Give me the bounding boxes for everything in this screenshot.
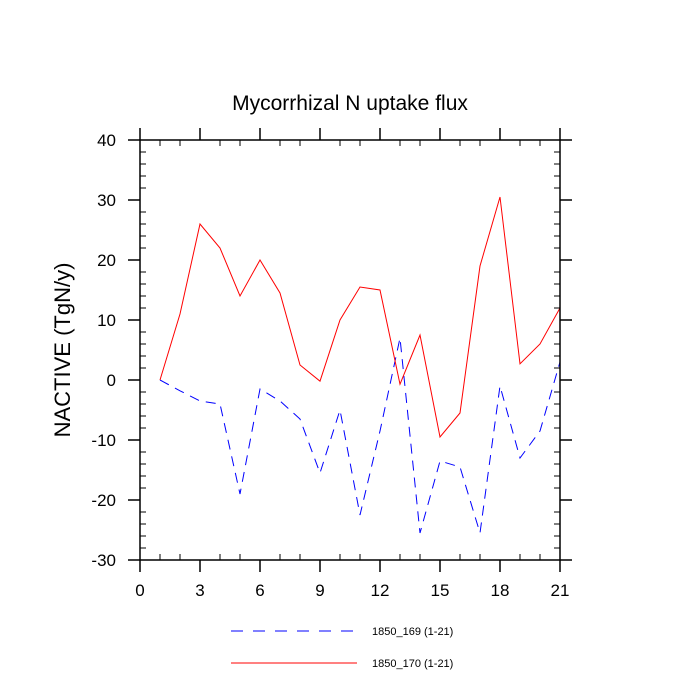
x-tick-label: 6	[255, 581, 264, 600]
y-tick-labels: -30 -20 -10 0 10 20 30 40	[91, 131, 116, 570]
major-ticks	[128, 128, 572, 572]
x-tick-label: 9	[315, 581, 324, 600]
minor-ticks	[140, 140, 560, 560]
x-tick-label: 18	[491, 581, 510, 600]
y-tick-label: -10	[91, 431, 116, 450]
x-tick-label: 21	[551, 581, 570, 600]
series-line	[159, 196, 561, 439]
y-axis-label: NACTIVE (TgN/y)	[50, 263, 75, 438]
x-tick-label: 3	[195, 581, 204, 600]
y-tick-label: 40	[97, 131, 116, 150]
x-tick-label: 0	[135, 581, 144, 600]
legend: 1850_169 (1-21) 1850_170 (1-21)	[231, 626, 453, 670]
y-tick-label: 10	[97, 311, 116, 330]
y-tick-label: -20	[91, 491, 116, 510]
series-line	[159, 337, 561, 534]
y-tick-label: 0	[107, 371, 116, 390]
x-tick-labels: 0 3 6 9 12 15 18 21	[135, 581, 569, 600]
x-tick-label: 12	[371, 581, 390, 600]
chart-title: Mycorrhizal N uptake flux	[232, 92, 468, 115]
legend-label: 1850_170 (1-21)	[372, 658, 453, 670]
y-tick-label: -30	[91, 551, 116, 570]
legend-label: 1850_169 (1-21)	[372, 626, 453, 638]
y-tick-label: 20	[97, 251, 116, 270]
series-lines	[159, 196, 561, 534]
x-tick-label: 15	[431, 581, 450, 600]
plot-frame	[139, 139, 561, 561]
y-tick-label: 30	[97, 191, 116, 210]
